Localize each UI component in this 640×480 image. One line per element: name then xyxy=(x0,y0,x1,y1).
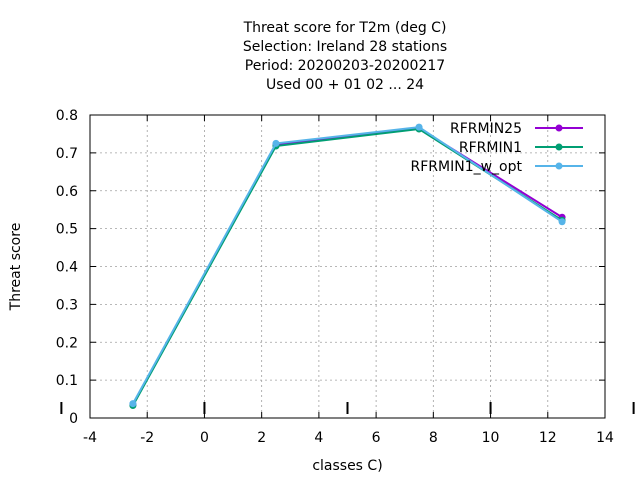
grid xyxy=(90,115,605,418)
x-tick-label: -2 xyxy=(140,430,154,446)
series-line xyxy=(132,126,563,405)
x-axis-label: classes C) xyxy=(312,458,382,474)
x-tick-label: 6 xyxy=(372,430,381,446)
x-tick-label: 4 xyxy=(314,430,323,446)
y-tick-label: 0.7 xyxy=(56,146,78,162)
data-point xyxy=(129,400,137,408)
y-tick-label: 0.1 xyxy=(56,373,78,389)
legend-swatch-point xyxy=(555,162,563,170)
class-boundary-markers xyxy=(60,402,635,414)
legend-label: RFRMIN1_w_opt xyxy=(411,159,523,175)
legend-swatch-point xyxy=(555,124,563,132)
x-tick-label: 10 xyxy=(482,430,500,446)
series-lines xyxy=(129,123,566,410)
title-line: Selection: Ireland 28 stations xyxy=(243,39,447,55)
x-tick-label: 0 xyxy=(200,430,209,446)
y-tick-label: 0.2 xyxy=(56,335,78,351)
legend-label: RFRMIN25 xyxy=(450,121,522,137)
y-axis-label: Threat score xyxy=(8,223,24,312)
data-point xyxy=(558,218,566,226)
legend: RFRMIN25 RFRMIN1 RFRMIN1_w_opt xyxy=(411,121,583,175)
y-tick-label: 0.6 xyxy=(56,184,78,200)
chart-title: Threat score for T2m (deg C) Selection: I… xyxy=(243,20,448,93)
legend-swatch-point xyxy=(555,143,563,151)
y-tick-label: 0.4 xyxy=(56,260,78,276)
x-tick-label: 14 xyxy=(596,430,614,446)
x-tick-label: 2 xyxy=(257,430,266,446)
title-line: Threat score for T2m (deg C) xyxy=(243,20,447,36)
y-tick-label: 0.5 xyxy=(56,222,78,238)
title-line: Period: 20200203-20200217 xyxy=(245,58,445,74)
data-point xyxy=(415,123,423,131)
y-tick-label: 0 xyxy=(69,411,78,427)
y-axis-ticks: 0 0.1 0.2 0.3 0.4 0.5 0.6 0.7 0.8 xyxy=(56,108,605,427)
x-tick-label: 12 xyxy=(539,430,557,446)
x-tick-label: 8 xyxy=(429,430,438,446)
x-axis-ticks: -4 -2 0 2 4 6 8 10 12 14 xyxy=(83,115,614,446)
y-tick-label: 0.3 xyxy=(56,297,78,313)
plot-border xyxy=(89,114,606,419)
title-line: Used 00 + 01 02 ... 24 xyxy=(266,77,424,93)
y-tick-label: 0.8 xyxy=(56,108,78,124)
legend-label: RFRMIN1 xyxy=(459,140,522,156)
x-tick-label: -4 xyxy=(83,430,97,446)
data-point xyxy=(272,139,280,147)
